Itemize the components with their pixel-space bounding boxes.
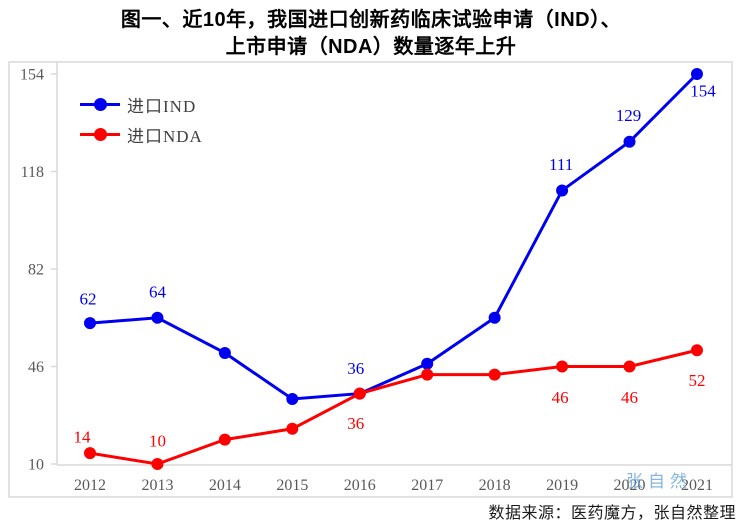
- y-tick-label: 154: [20, 67, 44, 84]
- x-tick-label: 2019: [546, 477, 578, 494]
- data-label-ind-2021: 154: [690, 82, 716, 101]
- series-line-ind: [89, 72, 699, 401]
- legend-label-nda: 进口NDA: [127, 126, 203, 146]
- x-tick-label: 2013: [141, 477, 173, 494]
- x-tick-label: 2017: [411, 477, 443, 494]
- x-tick-label: 2021: [681, 477, 713, 494]
- chart-title: 图一、近10年，我国进口创新药临床试验申请（IND）、 上市申请（NDA）数量逐…: [0, 7, 742, 61]
- legend-marker-ind: [80, 97, 120, 112]
- x-tick-label: 2015: [276, 477, 308, 494]
- y-tick-label: 118: [21, 164, 44, 181]
- data-point-nda-2016: [353, 387, 366, 400]
- data-point-nda-2019: [556, 360, 569, 373]
- data-point-ind-2012: [84, 317, 96, 330]
- chart-area-border: [8, 61, 733, 498]
- y-tick-label: 10: [28, 457, 44, 474]
- data-point-ind-2015: [286, 393, 299, 405]
- data-label-nda-2016: 36: [347, 414, 364, 433]
- data-point-ind-2019: [556, 184, 569, 197]
- data-point-nda-2017: [421, 368, 434, 381]
- data-point-nda-2020: [623, 360, 636, 373]
- data-label-ind-2012: 62: [80, 290, 97, 309]
- x-tick-label: 2012: [74, 477, 106, 494]
- chart-title-line1: 图一、近10年，我国进口创新药临床试验申请（IND）、: [120, 9, 622, 31]
- x-tick-label: 2020: [614, 477, 646, 494]
- data-label-ind-2013: 64: [149, 282, 167, 301]
- data-label-nda-2019: 46: [552, 388, 569, 407]
- data-label-nda-2012: 14: [74, 428, 92, 447]
- watermark-text: 张自然: [626, 472, 692, 491]
- series-line-nda: [89, 348, 698, 466]
- data-point-nda-2014: [218, 433, 231, 446]
- x-tick-label: 2018: [479, 477, 511, 494]
- data-label-nda-2013: 10: [149, 432, 166, 451]
- data-label-ind-2020: 129: [616, 106, 642, 125]
- chart-title-line2: 上市申请（NDA）数量逐年上升: [225, 36, 517, 58]
- source-note: 数据来源：医药魔方，张自然整理: [488, 505, 736, 522]
- y-tick-label: 82: [28, 262, 44, 279]
- data-point-ind-2021: [690, 68, 703, 80]
- data-point-nda-2021: [690, 344, 703, 357]
- legend-item-ind: 进口IND: [80, 92, 203, 116]
- data-point-nda-2018: [488, 368, 501, 381]
- data-label-ind-2016: 36: [347, 359, 364, 378]
- data-point-nda-2015: [286, 422, 299, 435]
- chart-legend: 进口IND 进口NDA: [80, 92, 203, 152]
- legend-marker-nda: [80, 127, 120, 142]
- data-point-ind-2018: [488, 311, 501, 324]
- x-tick-label: 2014: [209, 477, 241, 494]
- data-point-ind-2020: [623, 135, 636, 148]
- data-label-ind-2019: 111: [549, 155, 573, 174]
- data-point-ind-2014: [218, 346, 231, 359]
- data-point-ind-2017: [421, 357, 434, 370]
- legend-label-ind: 进口IND: [127, 96, 197, 116]
- y-tick-label: 46: [28, 359, 44, 376]
- data-label-nda-2020: 46: [621, 388, 638, 407]
- x-tick-label: 2016: [344, 477, 376, 494]
- data-label-nda-2021: 52: [688, 371, 705, 390]
- data-point-nda-2012: [84, 447, 96, 460]
- data-point-ind-2013: [151, 311, 164, 324]
- data-point-nda-2013: [151, 458, 164, 470]
- legend-item-nda: 进口NDA: [80, 122, 203, 146]
